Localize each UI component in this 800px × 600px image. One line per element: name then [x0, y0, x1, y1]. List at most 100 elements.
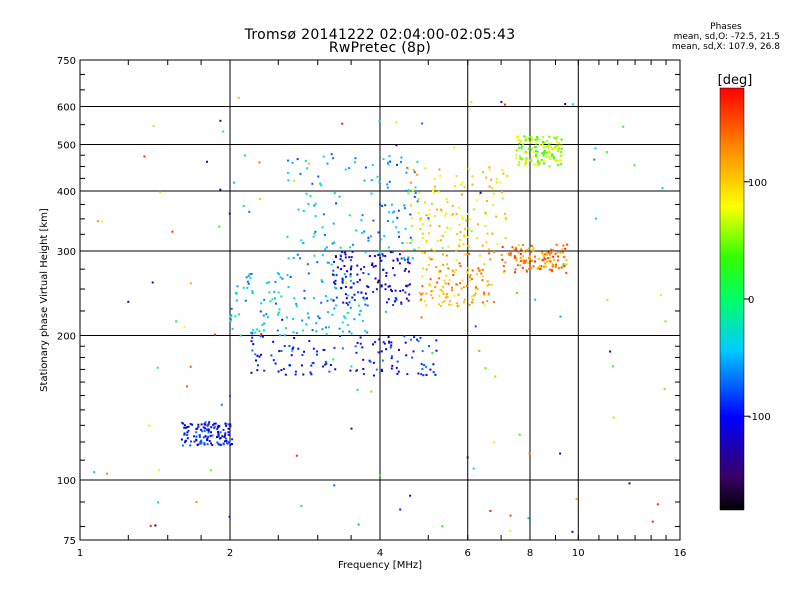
- data-point: [217, 433, 220, 435]
- data-point: [423, 364, 426, 367]
- data-point: [487, 292, 490, 295]
- data-point: [504, 212, 506, 215]
- data-point: [526, 151, 529, 154]
- data-point: [239, 334, 242, 337]
- data-point: [461, 217, 464, 220]
- data-point: [333, 484, 336, 487]
- data-point: [195, 438, 198, 441]
- data-point: [438, 168, 441, 171]
- data-point: [523, 261, 526, 264]
- data-point: [233, 181, 235, 184]
- data-point: [423, 251, 426, 254]
- data-point: [97, 220, 100, 223]
- data-point: [362, 296, 365, 299]
- data-point: [316, 261, 319, 264]
- data-point: [664, 320, 667, 323]
- data-point: [548, 148, 550, 151]
- data-point: [575, 498, 578, 501]
- data-point: [335, 287, 338, 290]
- data-point: [344, 250, 347, 253]
- data-point: [185, 434, 188, 436]
- data-point: [393, 210, 396, 213]
- data-point: [207, 423, 210, 426]
- data-point: [187, 429, 190, 432]
- data-point: [325, 332, 328, 335]
- data-point: [330, 153, 333, 156]
- data-point: [324, 326, 327, 329]
- data-point: [487, 248, 490, 250]
- data-point: [456, 305, 459, 308]
- data-point: [237, 313, 240, 316]
- data-point: [517, 244, 520, 247]
- data-point: [560, 144, 563, 147]
- data-point: [261, 335, 264, 338]
- data-point: [541, 143, 544, 146]
- data-point: [332, 157, 335, 160]
- data-point: [429, 284, 432, 287]
- data-point: [515, 154, 518, 157]
- data-point: [397, 231, 400, 234]
- data-point: [346, 312, 349, 314]
- data-point: [467, 167, 470, 170]
- data-point: [368, 255, 371, 257]
- data-point: [441, 234, 444, 237]
- data-point: [287, 179, 290, 182]
- data-point: [553, 159, 556, 162]
- data-point: [547, 259, 550, 262]
- data-point: [368, 359, 371, 362]
- data-point: [335, 274, 338, 277]
- data-point: [503, 103, 506, 106]
- data-point: [280, 295, 283, 298]
- data-point: [555, 159, 558, 162]
- data-point: [534, 150, 537, 153]
- data-point: [447, 245, 450, 248]
- data-point: [501, 197, 504, 200]
- data-point: [481, 279, 484, 282]
- data-point: [391, 211, 394, 214]
- data-point: [552, 155, 555, 158]
- data-point: [272, 340, 275, 343]
- data-point: [381, 253, 384, 256]
- data-point: [341, 347, 344, 350]
- data-point: [272, 359, 275, 362]
- data-point: [482, 268, 484, 271]
- data-point: [322, 213, 325, 216]
- data-point: [436, 240, 439, 242]
- data-point: [553, 136, 556, 139]
- data-point: [388, 341, 390, 344]
- data-point: [562, 263, 565, 266]
- data-point: [283, 334, 286, 337]
- colorbar-tick-label: 100: [748, 178, 767, 189]
- data-point: [346, 324, 349, 327]
- data-point: [307, 272, 310, 275]
- data-point: [196, 443, 199, 446]
- data-point: [411, 238, 414, 241]
- data-point: [218, 437, 221, 440]
- data-point: [416, 160, 419, 163]
- data-point: [328, 370, 331, 373]
- data-point: [500, 191, 503, 193]
- data-point: [486, 232, 489, 235]
- data-point: [216, 428, 219, 431]
- data-point: [515, 149, 518, 152]
- data-point: [203, 441, 206, 444]
- data-point: [555, 144, 558, 147]
- data-point: [258, 161, 261, 164]
- data-point: [528, 247, 531, 250]
- data-point: [528, 452, 531, 455]
- data-point: [343, 265, 346, 267]
- data-point: [529, 266, 532, 269]
- chart-title: Tromsø 20141222 02:04:00-02:05:43: [244, 27, 516, 43]
- data-point: [518, 155, 521, 158]
- data-point: [661, 187, 664, 189]
- data-point: [186, 437, 189, 440]
- data-point: [564, 247, 567, 250]
- data-point: [420, 373, 423, 376]
- data-point: [303, 350, 305, 353]
- data-point: [384, 288, 387, 291]
- data-point: [484, 367, 487, 370]
- data-point: [455, 268, 457, 271]
- data-point: [390, 355, 393, 358]
- data-point: [244, 299, 247, 302]
